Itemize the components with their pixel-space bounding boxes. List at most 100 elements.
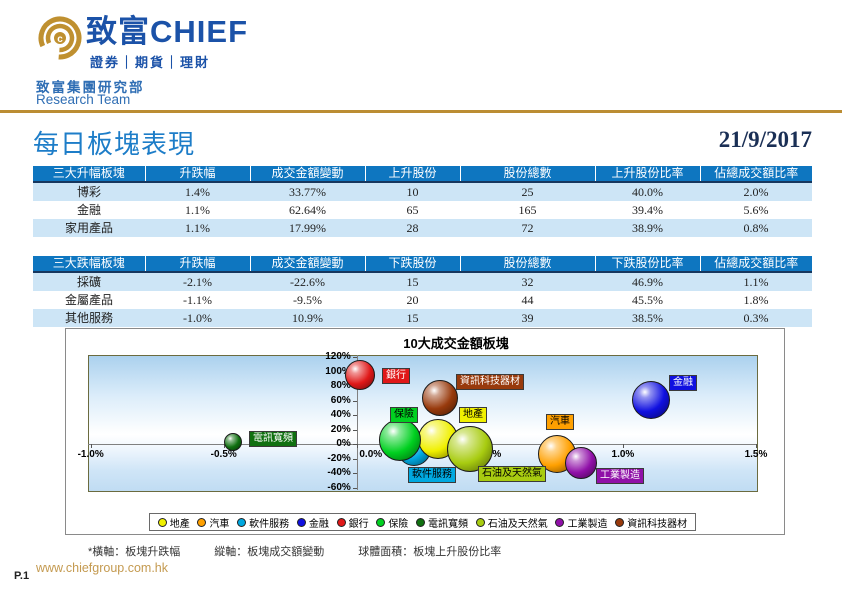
legend-label: 工業製造	[567, 518, 608, 530]
bubble	[223, 433, 242, 452]
y-axis-tick-label: -40%	[327, 467, 351, 479]
y-axis-tick-label: 0%	[336, 438, 351, 450]
y-axis-tick-label: 100%	[325, 365, 351, 377]
legend-label: 金融	[308, 518, 329, 530]
y-axis-tick	[352, 357, 357, 359]
gold-divider	[0, 110, 842, 113]
table-cell: 10	[365, 182, 460, 201]
x-axis-tick-label: 0.0%	[359, 449, 383, 461]
page-number: P.1	[14, 570, 30, 582]
table-row: 其他服務 -1.0% 10.9% 15 39 38.5% 0.3%	[33, 309, 812, 327]
y-axis-tick	[352, 444, 357, 446]
legend-item: 資訊科技器材	[615, 515, 687, 530]
x-axis-tick-label: 1.5%	[744, 449, 768, 461]
table-row: 家用產品 1.1% 17.99% 28 72 38.9% 0.8%	[33, 219, 812, 237]
y-axis-tick-label: 80%	[330, 380, 351, 392]
legend-color-dot	[475, 517, 485, 527]
table-cell: 39.4%	[632, 203, 663, 217]
bubble	[345, 360, 376, 391]
footnote-y-axis: 縱軸：板塊成交額變動	[214, 546, 325, 558]
svg-text:c: c	[57, 34, 63, 45]
table-cell: 20	[406, 293, 419, 307]
legend-color-dot	[555, 517, 565, 527]
table-cell: 15	[365, 309, 460, 327]
legend-color-dot	[615, 517, 625, 527]
bubble	[422, 379, 459, 416]
x-axis-tick	[622, 444, 624, 449]
logo-tagline: 證券｜期貨｜理財	[90, 55, 211, 70]
website-link[interactable]: www.chiefgroup.com.hk	[36, 561, 169, 575]
legend-item: 軟件服務	[237, 515, 289, 530]
table-cell: 1.4%	[145, 182, 250, 201]
bubble-label: 資訊科技器材	[456, 374, 524, 390]
legend-item: 石油及天然氣	[475, 515, 548, 530]
legend-item: 保險	[376, 515, 408, 530]
bubble-label: 地產	[459, 407, 487, 423]
gainers-table-body: 博彩 1.4% 33.77% 10 25 40.0% 2.0% 金融 1.1% 62.64% 65 1…	[33, 182, 812, 237]
table-cell: -2.1%	[145, 272, 250, 291]
legend-item: 地產	[157, 515, 190, 530]
chart-title: 10大成交金額板塊	[403, 336, 509, 351]
table-cell: 15	[365, 272, 460, 291]
bubble-label: 金融	[669, 375, 697, 391]
top-losers-table: 三大跌幅板塊 升跌幅 成交金額變動 下跌股份 股份總數 下跌股份比率 佔總成交額比率 採礦 -…	[33, 256, 812, 327]
column-header: 成交金額變動	[249, 166, 365, 183]
y-axis-line	[356, 355, 358, 490]
column-header: 升跌幅	[144, 166, 250, 183]
bubble-chart: 10大成交金額板塊 地產 汽車 軟件服務 金融 銀行 保險 電訊寬頻 石油及天然氣 工業製造 資訊…	[65, 328, 785, 535]
table-cell: 1.1%	[700, 272, 812, 291]
table-header-row: 三大跌幅板塊 升跌幅 成交金額變動 下跌股份 股份總數 下跌股份比率 佔總成交額比率	[33, 256, 812, 273]
table-cell: 39	[460, 309, 595, 327]
department-name-cn: 致富集團研究部	[36, 80, 145, 95]
table-cell: 金融	[76, 203, 101, 217]
y-axis-tick	[352, 458, 357, 460]
table-cell: 其他服務	[33, 309, 145, 327]
table-cell: 採礦	[33, 272, 145, 291]
legend-label: 保險	[388, 518, 409, 530]
table-row: 採礦 -2.1% -22.6% 15 32 46.9% 1.1%	[33, 272, 812, 291]
table-cell: 17.99%	[250, 219, 365, 237]
table-header-row: 三大升幅板塊 升跌幅 成交金額變動 上升股份 股份總數 上升股份比率 佔總成交額比率	[33, 166, 812, 183]
logo-cn: 致富	[86, 14, 150, 49]
y-axis-tick	[352, 473, 357, 475]
legend-color-dot	[197, 517, 207, 527]
table-cell: -1.0%	[145, 309, 250, 327]
column-header: 升跌幅	[144, 256, 250, 273]
losers-table-head: 三大跌幅板塊 升跌幅 成交金額變動 下跌股份 股份總數 下跌股份比率 佔總成交額比率	[33, 256, 812, 273]
footnote-bubble-size: 球體面積：板塊上升股份比率	[358, 546, 502, 558]
legend-item: 銀行	[336, 515, 369, 530]
bubble	[565, 447, 598, 480]
chief-logo-text: 致富CHIEF	[86, 16, 248, 47]
x-axis-tick-label: -1.0%	[77, 449, 104, 461]
table-cell: 博彩	[33, 182, 145, 201]
legend-color-dot	[157, 517, 167, 527]
bubble	[446, 426, 493, 473]
legend-label: 電訊寬頻	[428, 518, 469, 530]
legend-color-dot	[237, 517, 247, 527]
bubble-label: 工業製造	[596, 468, 644, 484]
column-header: 股份總數	[459, 166, 595, 183]
table-cell: 32	[460, 272, 595, 291]
table-cell: 0.8%	[700, 219, 812, 237]
column-header: 佔總成交額比率	[699, 256, 812, 273]
y-axis-tick	[352, 415, 357, 417]
table-cell: 1.8%	[743, 293, 769, 307]
table-cell: 33.77%	[250, 182, 365, 201]
bubble-label: 軟件服務	[408, 467, 456, 483]
legend-color-dot	[336, 517, 346, 527]
report-date: 21/9/2017	[718, 127, 812, 152]
table-cell: -22.6%	[250, 272, 365, 291]
legend-label: 銀行	[348, 518, 369, 530]
footnote-x-axis: *橫軸：板塊升跌幅	[88, 546, 181, 558]
x-axis-tick	[90, 444, 92, 449]
legend-item: 汽車	[197, 515, 229, 530]
table-cell: 2.0%	[700, 182, 812, 201]
table-cell: 62.64%	[289, 203, 326, 217]
x-axis-tick	[756, 444, 757, 449]
table-cell: 44	[521, 293, 534, 307]
column-header: 上升股份	[364, 166, 460, 183]
table-cell: 25	[460, 182, 595, 201]
bubble-label: 電訊寬頻	[249, 431, 297, 447]
table-cell: 家用產品	[33, 219, 145, 237]
